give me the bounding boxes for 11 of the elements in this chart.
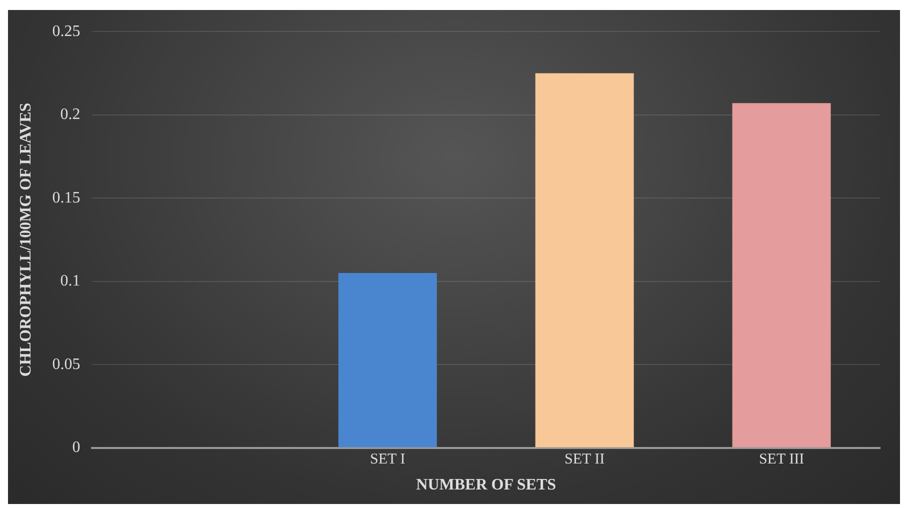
x-tick-label: SET I [370,452,406,468]
y-tick-label: 0.1 [60,272,80,290]
x-tick-label: SET III [758,452,804,468]
y-tick-label: 0.05 [52,356,80,373]
y-tick-label: 0.15 [52,189,80,206]
y-tick-label: 0 [72,439,80,456]
y-tick-label: 0.2 [60,106,80,124]
x-axis-title: NUMBER OF SETS [416,476,556,494]
y-tick-label: 0.25 [52,22,80,40]
x-tick-label: SET II [564,452,605,468]
y-axis-title: CHLOROPHYLL/100MG OF LEAVES [18,102,35,377]
